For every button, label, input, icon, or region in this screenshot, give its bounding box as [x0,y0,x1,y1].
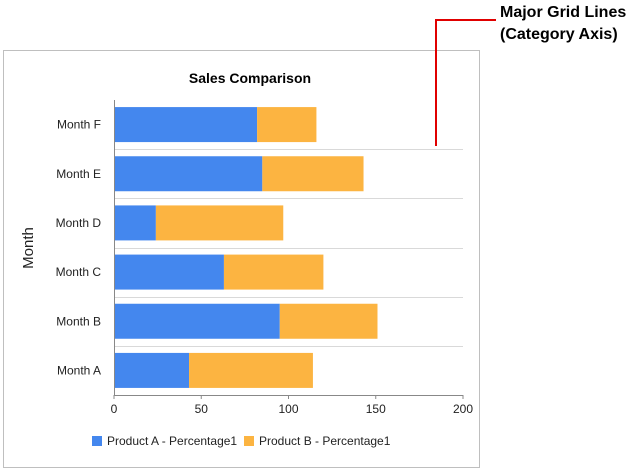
x-tick-label: 50 [195,402,209,416]
bar-product-b-month-a [189,352,313,388]
x-tick-label: 200 [453,402,473,416]
legend-swatch-product-b [244,436,254,446]
plot-area: Month A Month B Month C Month D Month E Month… [56,100,473,448]
y-axis-title: Month [20,227,37,269]
x-tick-label: 0 [111,402,118,416]
bar-product-a-month-c [114,254,224,290]
callout-line-1: Major Grid Lines [500,4,627,21]
bar-product-a-month-e [114,156,263,192]
callout-annotation: Major Grid Lines (Category Axis) [500,2,634,46]
legend-label-product-a: Product A - Percentage1 [107,434,237,448]
bar-product-b-month-c [223,254,324,290]
y-tick-label: Month C [56,265,102,279]
bar-product-a-month-f [114,107,258,143]
bar-product-b-month-e [262,156,364,192]
y-tick-label: Month A [57,363,101,377]
legend-swatch-product-a [92,436,102,446]
y-tick-label: Month D [56,216,102,230]
bar-product-a-month-b [114,303,280,339]
bar-product-a-month-d [114,205,156,241]
legend-label-product-b: Product B - Percentage1 [259,434,391,448]
y-tick-label: Month F [57,118,101,132]
callout-line-2: (Category Axis) [500,26,618,43]
bar-product-b-month-f [257,107,317,143]
y-tick-label: Month B [56,314,101,328]
x-tick-label: 150 [366,402,386,416]
bar-product-b-month-d [155,205,284,241]
bar-product-b-month-b [279,303,378,339]
x-tick-label: 100 [278,402,298,416]
y-tick-label: Month E [56,167,101,181]
chart-title: Sales Comparison [189,70,311,86]
bar-product-a-month-a [114,352,190,388]
